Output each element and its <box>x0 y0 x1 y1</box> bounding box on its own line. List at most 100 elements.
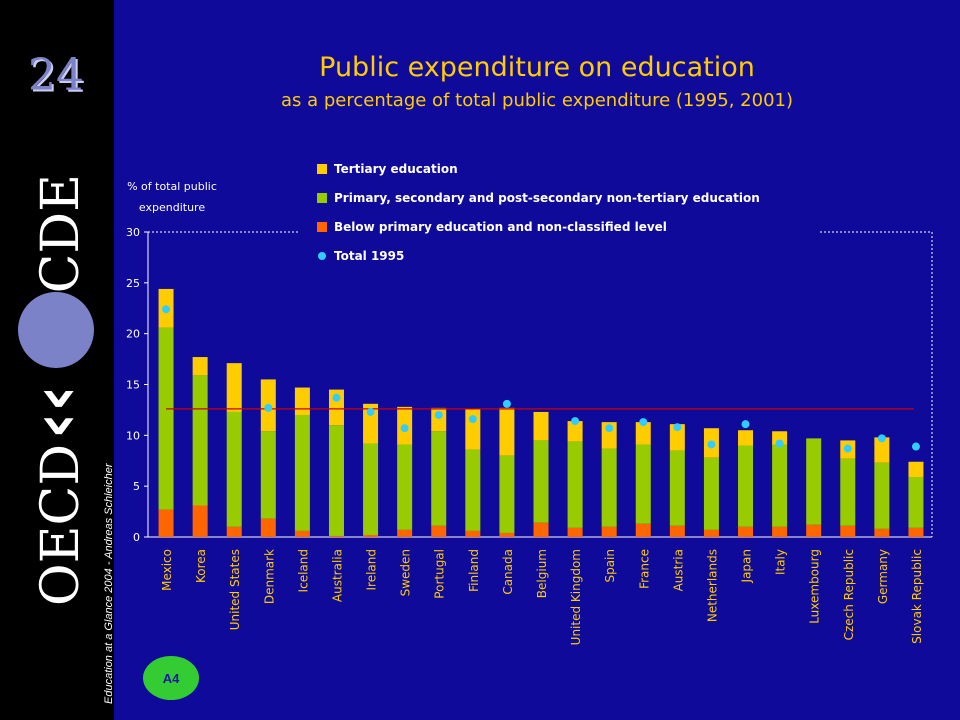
legend-label: Tertiary education <box>334 162 458 176</box>
bar-below-primary <box>328 535 344 537</box>
bar-tertiary <box>567 421 583 442</box>
bar-primary-secondary <box>431 431 447 526</box>
bar-primary-secondary <box>363 443 379 535</box>
bar-below-primary <box>669 525 685 537</box>
x-tick-label: Canada <box>501 549 515 595</box>
page-title: Public expenditure on education <box>319 52 755 83</box>
bar-primary-secondary <box>908 477 924 528</box>
marker-total-1995 <box>843 444 852 453</box>
bar-primary-secondary <box>738 445 754 527</box>
bar-primary-secondary <box>158 327 174 510</box>
bar-primary-secondary <box>465 449 481 531</box>
bar-below-primary <box>874 528 890 537</box>
x-tick-label: Ireland <box>365 549 379 591</box>
marker-total-1995 <box>673 423 682 432</box>
bar-tertiary <box>294 387 310 415</box>
bar-below-primary <box>908 527 924 537</box>
x-tick-label: Luxembourg <box>808 549 822 624</box>
sidebar: 24 OCDE ‹‹ OECD Education at a Glance 20… <box>0 0 115 720</box>
bar-tertiary <box>465 408 481 450</box>
legend-swatch <box>317 193 327 203</box>
bar-primary-secondary <box>294 415 310 531</box>
bar-below-primary <box>397 529 413 537</box>
bar-tertiary <box>635 422 651 445</box>
legend-label: Total 1995 <box>334 249 404 263</box>
logo-chevron-icon: ‹‹ <box>17 385 94 439</box>
bar-primary-secondary <box>260 431 276 519</box>
bar-primary-secondary <box>328 425 344 536</box>
x-tick-label: Czech Republic <box>842 549 856 640</box>
marker-total-1995 <box>571 417 580 426</box>
legend-label: Primary, secondary and post-secondary no… <box>334 191 760 205</box>
x-tick-label: Sweden <box>399 549 413 596</box>
bar-below-primary <box>806 524 822 537</box>
marker-total-1995 <box>366 407 375 416</box>
marker-total-1995 <box>162 305 171 314</box>
x-tick-label: Belgium <box>535 549 549 598</box>
y-axis-label-line-2: expenditure <box>139 201 205 214</box>
bar-below-primary <box>772 526 788 537</box>
legend-swatch-total-1995 <box>318 252 326 260</box>
y-axis-label-line-1: % of total public <box>127 180 217 193</box>
bar-below-primary <box>158 509 174 537</box>
bar-below-primary <box>840 525 856 537</box>
x-tick-label: Iceland <box>296 549 310 592</box>
marker-total-1995 <box>911 442 920 451</box>
bar-below-primary <box>738 526 754 537</box>
bar-primary-secondary <box>499 455 515 533</box>
bar-below-primary <box>192 505 208 537</box>
bar-primary-secondary <box>772 444 788 527</box>
logo-circle-icon <box>18 292 94 368</box>
bar-primary-secondary <box>567 441 583 528</box>
x-tick-label: Germany <box>876 549 890 604</box>
bar-below-primary <box>703 529 719 537</box>
bar-tertiary <box>908 461 924 478</box>
marker-total-1995 <box>605 424 614 433</box>
bar-tertiary <box>533 411 549 441</box>
y-tick-label: 10 <box>126 429 140 442</box>
y-tick-label: 30 <box>126 226 140 239</box>
page-subtitle: as a percentage of total public expendit… <box>280 90 794 111</box>
y-tick-label: 5 <box>133 480 140 493</box>
bar-below-primary <box>431 525 447 537</box>
indicator-badge: A4 <box>143 656 199 700</box>
bar-tertiary <box>499 407 515 456</box>
bar-below-primary <box>567 527 583 537</box>
legend-label: Below primary education and non-classifi… <box>334 220 667 234</box>
bar-below-primary <box>635 523 651 537</box>
legend-swatch <box>317 164 327 174</box>
bar-primary-secondary <box>397 444 413 530</box>
bar-primary-secondary <box>874 462 890 529</box>
bar-tertiary <box>226 363 242 412</box>
bar-primary-secondary <box>226 411 242 527</box>
x-tick-label: Korea <box>194 549 208 583</box>
marker-total-1995 <box>502 399 511 408</box>
x-tick-label: Spain <box>603 549 617 583</box>
bar-primary-secondary <box>840 458 856 526</box>
y-tick-label: 20 <box>126 328 140 341</box>
x-tick-label: Denmark <box>262 549 276 604</box>
bar-primary-secondary <box>806 438 822 525</box>
x-tick-label: United Kingdom <box>569 549 583 645</box>
bar-below-primary <box>294 530 310 537</box>
bar-below-primary <box>226 526 242 537</box>
x-tick-label: Austria <box>671 549 685 591</box>
x-tick-label: Portugal <box>433 549 447 599</box>
marker-total-1995 <box>877 434 886 443</box>
x-tick-label: Mexico <box>160 549 174 591</box>
bar-primary-secondary <box>669 450 685 526</box>
marker-total-1995 <box>775 439 784 448</box>
marker-total-1995 <box>264 403 273 412</box>
marker-total-1995 <box>332 393 341 402</box>
bar-primary-secondary <box>192 375 208 506</box>
x-tick-label: Netherlands <box>705 549 719 622</box>
bar-tertiary <box>669 424 685 451</box>
bar-below-primary <box>260 518 276 537</box>
legend-swatch <box>317 222 327 232</box>
oecd-logo: OCDE ‹‹ OECD <box>17 174 94 606</box>
x-tick-label: United States <box>228 549 242 630</box>
bar-below-primary <box>601 526 617 537</box>
y-tick-label: 15 <box>126 379 140 392</box>
x-tick-label: Australia <box>330 549 344 602</box>
